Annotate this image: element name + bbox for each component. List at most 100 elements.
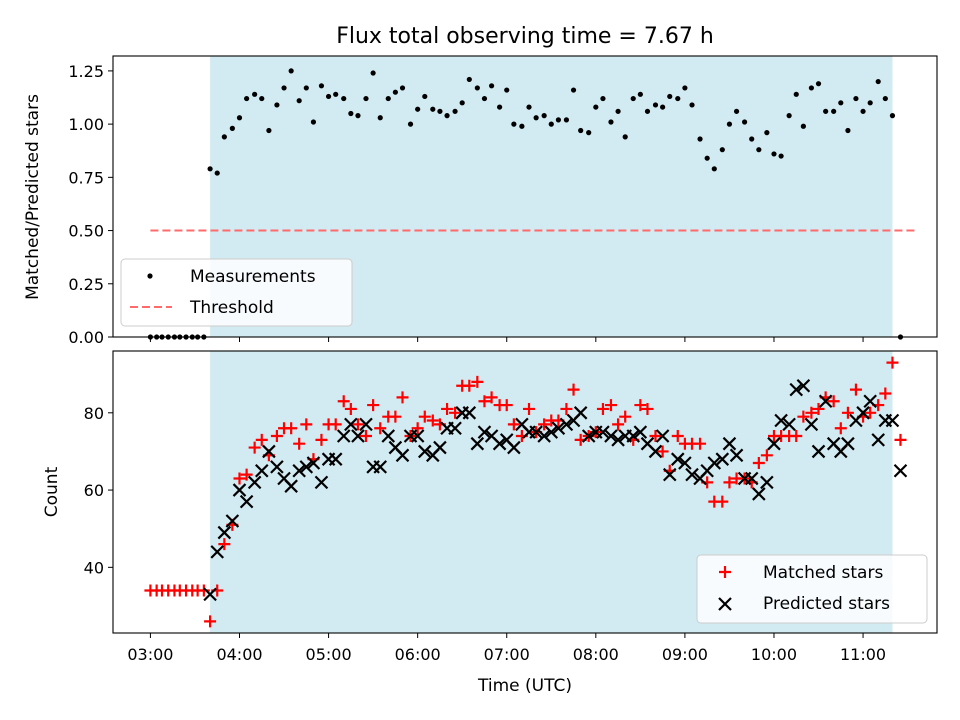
measurement-point xyxy=(318,83,325,89)
matched-star-marker xyxy=(619,410,632,423)
matched-star-marker xyxy=(374,422,387,435)
measurement-point xyxy=(533,115,539,121)
matched-star-marker xyxy=(270,429,283,442)
matched-star-marker xyxy=(471,375,484,388)
predicted-star-marker xyxy=(203,587,217,602)
measurement-point xyxy=(838,100,844,106)
predicted-star-marker xyxy=(344,417,358,432)
legend-predicted-label: Predicted stars xyxy=(763,594,890,614)
measurement-point xyxy=(764,130,770,136)
predicted-star-marker xyxy=(774,413,788,428)
measurement-point xyxy=(266,127,272,134)
ratio-y-label: Matched/Predicted stars xyxy=(23,94,43,300)
predicted-star-marker xyxy=(752,487,766,501)
predicted-star-marker xyxy=(604,429,618,443)
predicted-star-marker xyxy=(306,456,321,470)
measurement-point xyxy=(407,121,414,127)
matched-star-marker xyxy=(879,387,892,400)
predicted-star-marker xyxy=(544,425,559,439)
measurement-point xyxy=(288,68,294,74)
matched-star-marker xyxy=(827,395,840,408)
predicted-star-marker xyxy=(715,452,730,466)
measurement-point xyxy=(771,151,777,157)
measurement-point xyxy=(875,78,881,85)
measurement-point xyxy=(259,95,265,102)
predicted-star-marker xyxy=(685,467,699,482)
legend-measurements-marker xyxy=(147,273,153,279)
measurement-point xyxy=(652,102,659,108)
matched-star-marker xyxy=(285,422,298,435)
predicted-star-marker xyxy=(655,429,670,443)
measurement-point xyxy=(711,166,717,172)
measurement-point xyxy=(207,166,213,172)
measurement-point xyxy=(719,147,725,153)
x-axis-label: Time (UTC) xyxy=(477,676,572,696)
predicted-star-marker xyxy=(744,471,759,486)
time-x-tick-label: 04:00 xyxy=(216,645,262,664)
matched-star-marker xyxy=(359,429,372,442)
matched-star-marker xyxy=(760,449,773,462)
measurement-point xyxy=(474,85,480,91)
matched-star-marker xyxy=(841,406,854,419)
ratio-panel: 0.00 0.25 0.50 0.75 1.00 1.25 Matched/Predict… xyxy=(23,55,938,347)
measurement-point xyxy=(675,95,681,102)
predicted-star-marker xyxy=(210,545,225,559)
measurement-point xyxy=(831,108,837,114)
predicted-star-marker xyxy=(381,429,396,443)
measurement-point xyxy=(733,108,740,114)
predicted-stars-layer xyxy=(203,378,908,602)
measurement-point xyxy=(511,121,517,127)
predicted-star-marker xyxy=(507,440,521,455)
predicted-star-marker xyxy=(871,433,885,447)
matched-star-marker xyxy=(805,406,818,419)
measurement-point xyxy=(415,106,421,112)
measurement-point xyxy=(221,134,227,140)
measurement-point xyxy=(281,85,287,91)
measurement-point xyxy=(452,108,458,114)
measurement-point xyxy=(615,108,621,114)
predicted-star-marker xyxy=(804,417,819,432)
ratio-legend: Measurements Threshold xyxy=(120,258,353,327)
predicted-star-marker xyxy=(410,429,425,443)
predicted-star-marker xyxy=(596,425,610,439)
matched-star-marker xyxy=(649,429,662,442)
measurement-point xyxy=(444,113,450,119)
predicted-star-marker xyxy=(796,378,811,393)
time-x-tick-label: 07:00 xyxy=(484,645,530,664)
measurement-point xyxy=(586,130,592,136)
measurement-point xyxy=(370,70,376,76)
predicted-star-marker xyxy=(217,525,232,540)
matched-star-marker xyxy=(797,410,810,423)
measurement-point xyxy=(392,89,398,95)
measurement-point xyxy=(244,95,250,102)
measurement-point xyxy=(437,108,443,114)
measurement-point xyxy=(504,87,510,93)
measurement-point xyxy=(325,93,332,100)
measurement-point xyxy=(303,85,309,91)
measurement-point xyxy=(236,115,243,121)
measurement-point xyxy=(800,123,806,129)
predicted-star-marker xyxy=(270,460,284,474)
predicted-star-marker xyxy=(537,429,551,443)
measurement-point xyxy=(466,76,472,83)
measurement-point xyxy=(422,93,428,100)
measurement-point xyxy=(578,127,584,134)
measurement-point xyxy=(704,155,710,161)
matched-star-marker xyxy=(752,457,765,470)
measurements-layer xyxy=(147,68,904,340)
measurement-point xyxy=(637,91,643,97)
matched-star-marker xyxy=(596,402,609,415)
predicted-star-marker xyxy=(863,394,877,408)
matched-star-marker xyxy=(337,395,350,408)
ratio-y-tick-label: 1.25 xyxy=(68,62,104,81)
time-x-tick-label: 11:00 xyxy=(840,645,886,664)
measurement-point xyxy=(296,98,302,104)
predicted-star-marker xyxy=(811,444,826,459)
ratio-x-ticks xyxy=(149,337,864,342)
measurement-point xyxy=(363,95,369,102)
ratio-legend-box xyxy=(120,258,353,327)
predicted-star-marker xyxy=(314,475,329,490)
matched-star-marker xyxy=(723,476,736,489)
matched-star-marker xyxy=(849,383,862,396)
matched-star-marker xyxy=(634,399,647,412)
